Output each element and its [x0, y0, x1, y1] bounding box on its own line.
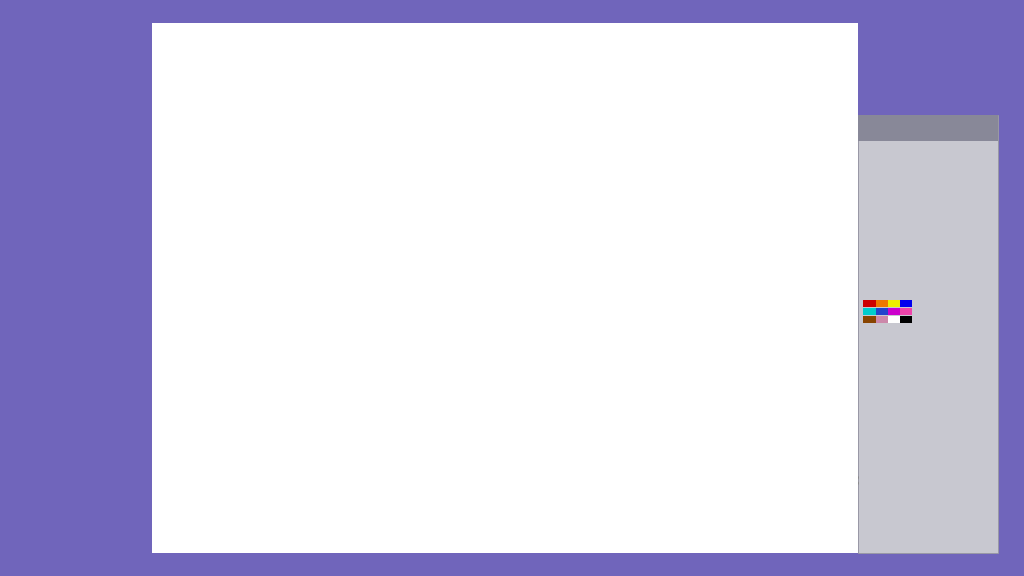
Bar	[373, 426, 438, 477]
Text: 3: 3	[337, 445, 344, 458]
Bar	[208, 426, 308, 477]
Bar	[568, 477, 633, 527]
Text: x: x	[851, 473, 860, 488]
Text: Time (hr): Time (hr)	[227, 495, 289, 509]
Text: Increase in
height (in.): Increase in height (in.)	[225, 437, 291, 465]
Bar	[208, 477, 308, 527]
Point	[695, 224, 712, 233]
Bar	[308, 477, 373, 527]
Text: 8: 8	[596, 495, 604, 509]
Text: Example: Example	[188, 67, 282, 86]
Text: 2: 2	[401, 495, 410, 509]
Text: 1: 1	[336, 495, 344, 509]
Text: 6: 6	[531, 495, 540, 509]
Bar	[503, 426, 568, 477]
Bar	[568, 426, 633, 477]
Text: During a: During a	[292, 70, 361, 85]
Point	[615, 303, 632, 312]
Bar	[373, 477, 438, 527]
Text: ▸ Time (hr): ▸ Time (hr)	[531, 513, 606, 527]
Bar	[503, 477, 568, 527]
Point	[537, 382, 553, 392]
Text: y: y	[436, 73, 445, 88]
Text: heavy rainstorm, the waters of
Arcade Creek rose at a steady
rate for 8 hours. T: heavy rainstorm, the waters of Arcade Cr…	[161, 105, 407, 293]
Y-axis label: Increase in Height (in.): Increase in Height (in.)	[423, 217, 436, 359]
Text: ▲: ▲	[170, 73, 178, 82]
Bar	[438, 477, 503, 527]
Bar	[438, 426, 503, 477]
Bar	[161, 55, 186, 100]
Point	[498, 422, 514, 431]
Title: Increase in Arcade Creek Height: Increase in Arcade Creek Height	[509, 84, 786, 98]
Bar	[308, 426, 373, 477]
Text: 4: 4	[466, 495, 474, 509]
Point	[774, 145, 791, 154]
